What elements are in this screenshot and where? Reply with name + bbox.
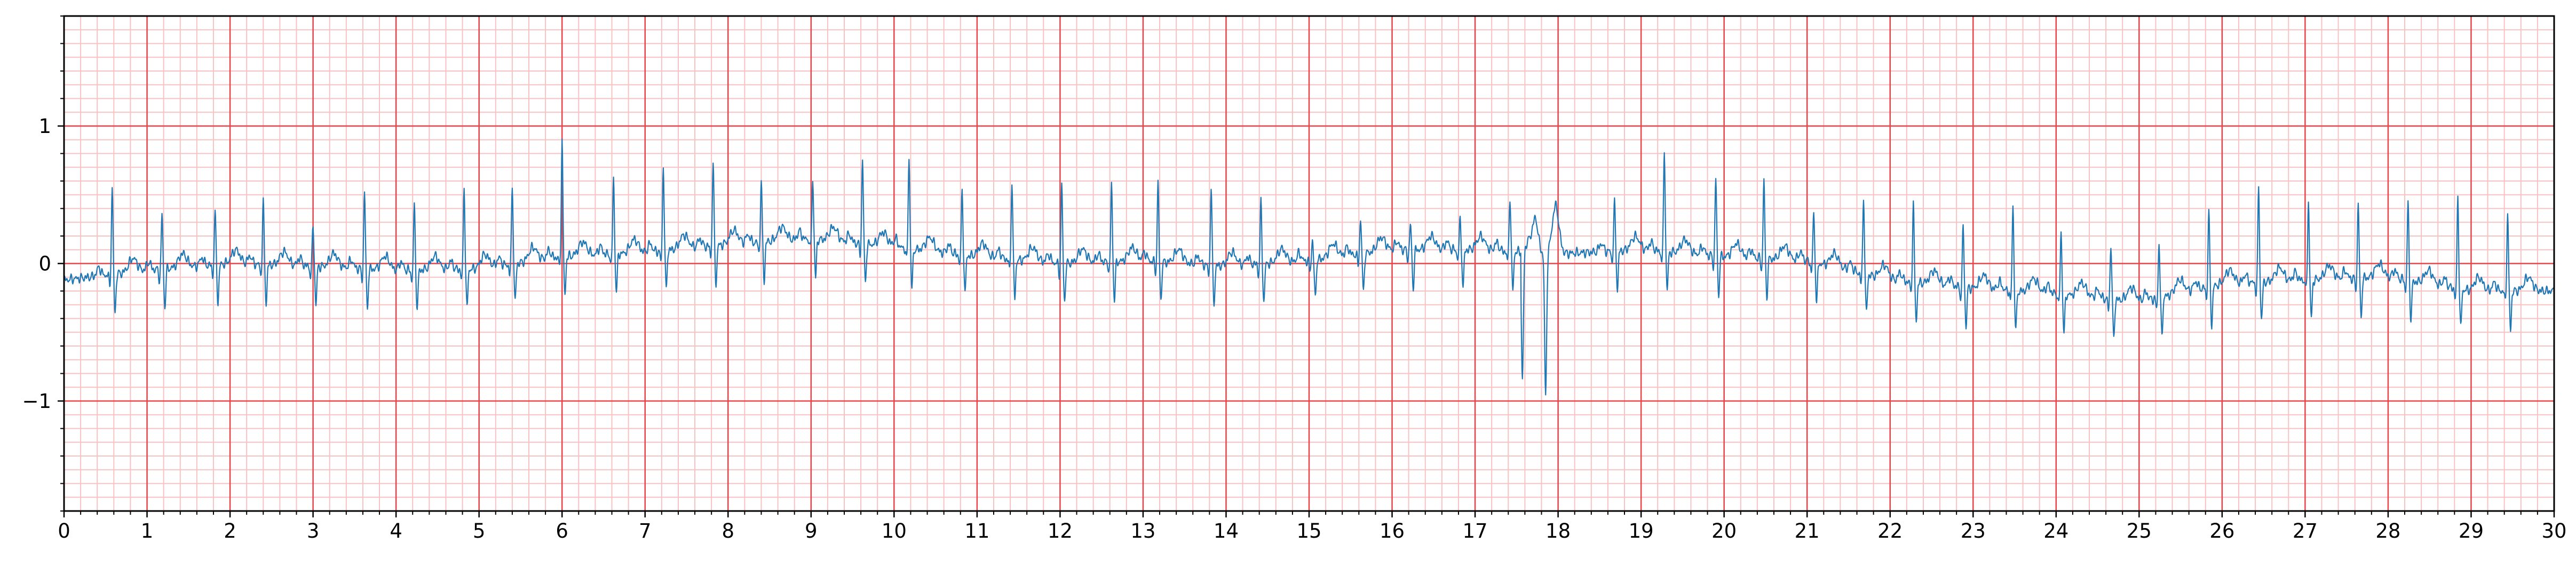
x-tick-label: 26: [2209, 520, 2234, 543]
ecg-trace: [63, 138, 2555, 396]
x-tick-label: 9: [805, 520, 818, 543]
x-tick-label: 15: [1296, 520, 1321, 543]
y-tick-label: −1: [22, 390, 51, 413]
x-tick-label: 17: [1463, 520, 1488, 543]
x-tick-label: 27: [2293, 520, 2318, 543]
x-tick-label: 23: [1961, 520, 1986, 543]
x-tick-label: 21: [1795, 520, 1820, 543]
x-tick-label: 3: [307, 520, 320, 543]
x-tick-label: 10: [882, 520, 907, 543]
x-tick-label: 20: [1711, 520, 1737, 543]
x-tick-label: 7: [639, 520, 652, 543]
ecg-series-line: [63, 138, 2555, 396]
x-tick-label: 30: [2541, 520, 2566, 543]
y-tick-label: 0: [38, 253, 51, 276]
y-axis: 1 0 −1: [22, 15, 64, 512]
x-tick-label: 6: [556, 520, 568, 543]
x-tick-label: 8: [722, 520, 734, 543]
x-tick-label: 14: [1214, 520, 1239, 543]
x-tick-label: 18: [1545, 520, 1571, 543]
x-tick-label: 2: [224, 520, 236, 543]
x-tick-label: 5: [473, 520, 486, 543]
x-tick-label: 11: [964, 520, 989, 543]
x-tick-label: 24: [2043, 520, 2068, 543]
x-tick-label: 12: [1048, 520, 1073, 543]
y-tick-label: 1: [38, 115, 51, 138]
x-tick-label: 29: [2459, 520, 2484, 543]
x-axis: 0 1 2 3 4 5 6 7 8 9 10 11 12 13 14 15 16 17 18 19 20 21 22 23 24…: [58, 511, 2567, 543]
x-tick-label: 1: [141, 520, 154, 543]
x-tick-label: 19: [1629, 520, 1654, 543]
x-tick-label: 16: [1380, 520, 1405, 543]
x-tick-label: 13: [1130, 520, 1155, 543]
x-tick-label: 4: [390, 520, 402, 543]
x-tick-label: 22: [1877, 520, 1903, 543]
x-tick-label: 25: [2127, 520, 2152, 543]
x-tick-label: 28: [2375, 520, 2400, 543]
x-tick-label: 0: [58, 520, 70, 543]
